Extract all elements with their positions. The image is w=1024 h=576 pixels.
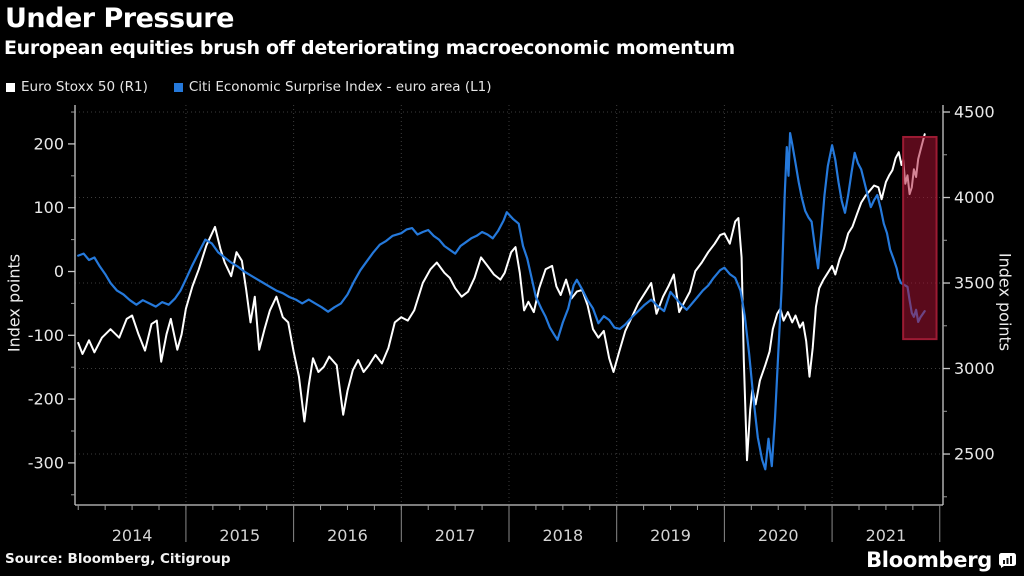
x-axis-year-label: 2014 <box>112 526 153 545</box>
left-axis-tick-label: -200 <box>28 390 64 409</box>
right-axis-tick-label: 4000 <box>954 188 995 207</box>
left-axis-tick-label: -300 <box>28 453 64 472</box>
legend-item-euro-stoxx: Euro Stoxx 50 (R1) <box>6 79 148 95</box>
right-axis-tick-label: 3500 <box>954 274 995 293</box>
x-axis-year-label: 2018 <box>542 526 583 545</box>
x-axis-year-label: 2016 <box>327 526 368 545</box>
bloomberg-logo-icon <box>999 552 1016 568</box>
chart-legend: Euro Stoxx 50 (R1) Citi Economic Surpris… <box>6 79 492 95</box>
chart-subtitle: European equities brush off deterioratin… <box>4 37 735 59</box>
legend-item-citi-index: Citi Economic Surprise Index - euro area… <box>173 79 492 95</box>
euro-stoxx-line <box>77 133 926 462</box>
chart-title: Under Pressure <box>5 3 234 34</box>
bloomberg-brand: Bloomberg <box>866 548 1016 572</box>
left-axis-tick-label: 200 <box>33 134 64 153</box>
legend-swatch-citi-index <box>173 82 183 92</box>
right-axis-tick-label: 3000 <box>954 359 995 378</box>
right-axis-tick-label: 2500 <box>954 445 995 464</box>
citi-surprise-line <box>77 132 926 471</box>
right-axis-tick-label: 4500 <box>954 103 995 122</box>
left-axis-tick-label: -100 <box>28 326 64 345</box>
legend-swatch-euro-stoxx <box>6 82 15 92</box>
x-axis-year-label: 2017 <box>435 526 476 545</box>
left-axis-tick-label: 100 <box>33 198 64 217</box>
legend-label-euro-stoxx: Euro Stoxx 50 (R1) <box>21 79 148 95</box>
highlight-box <box>902 135 938 341</box>
legend-label-citi-index: Citi Economic Surprise Index - euro area… <box>188 79 492 95</box>
source-text: Source: Bloomberg, Citigroup <box>5 551 231 567</box>
x-axis-year-label: 2015 <box>219 526 260 545</box>
x-axis-year-label: 2020 <box>758 526 799 545</box>
left-axis-tick-label: 0 <box>54 262 64 281</box>
bloomberg-wordmark: Bloomberg <box>866 548 992 572</box>
x-axis-year-label: 2021 <box>866 526 907 545</box>
x-axis-year-label: 2019 <box>650 526 691 545</box>
